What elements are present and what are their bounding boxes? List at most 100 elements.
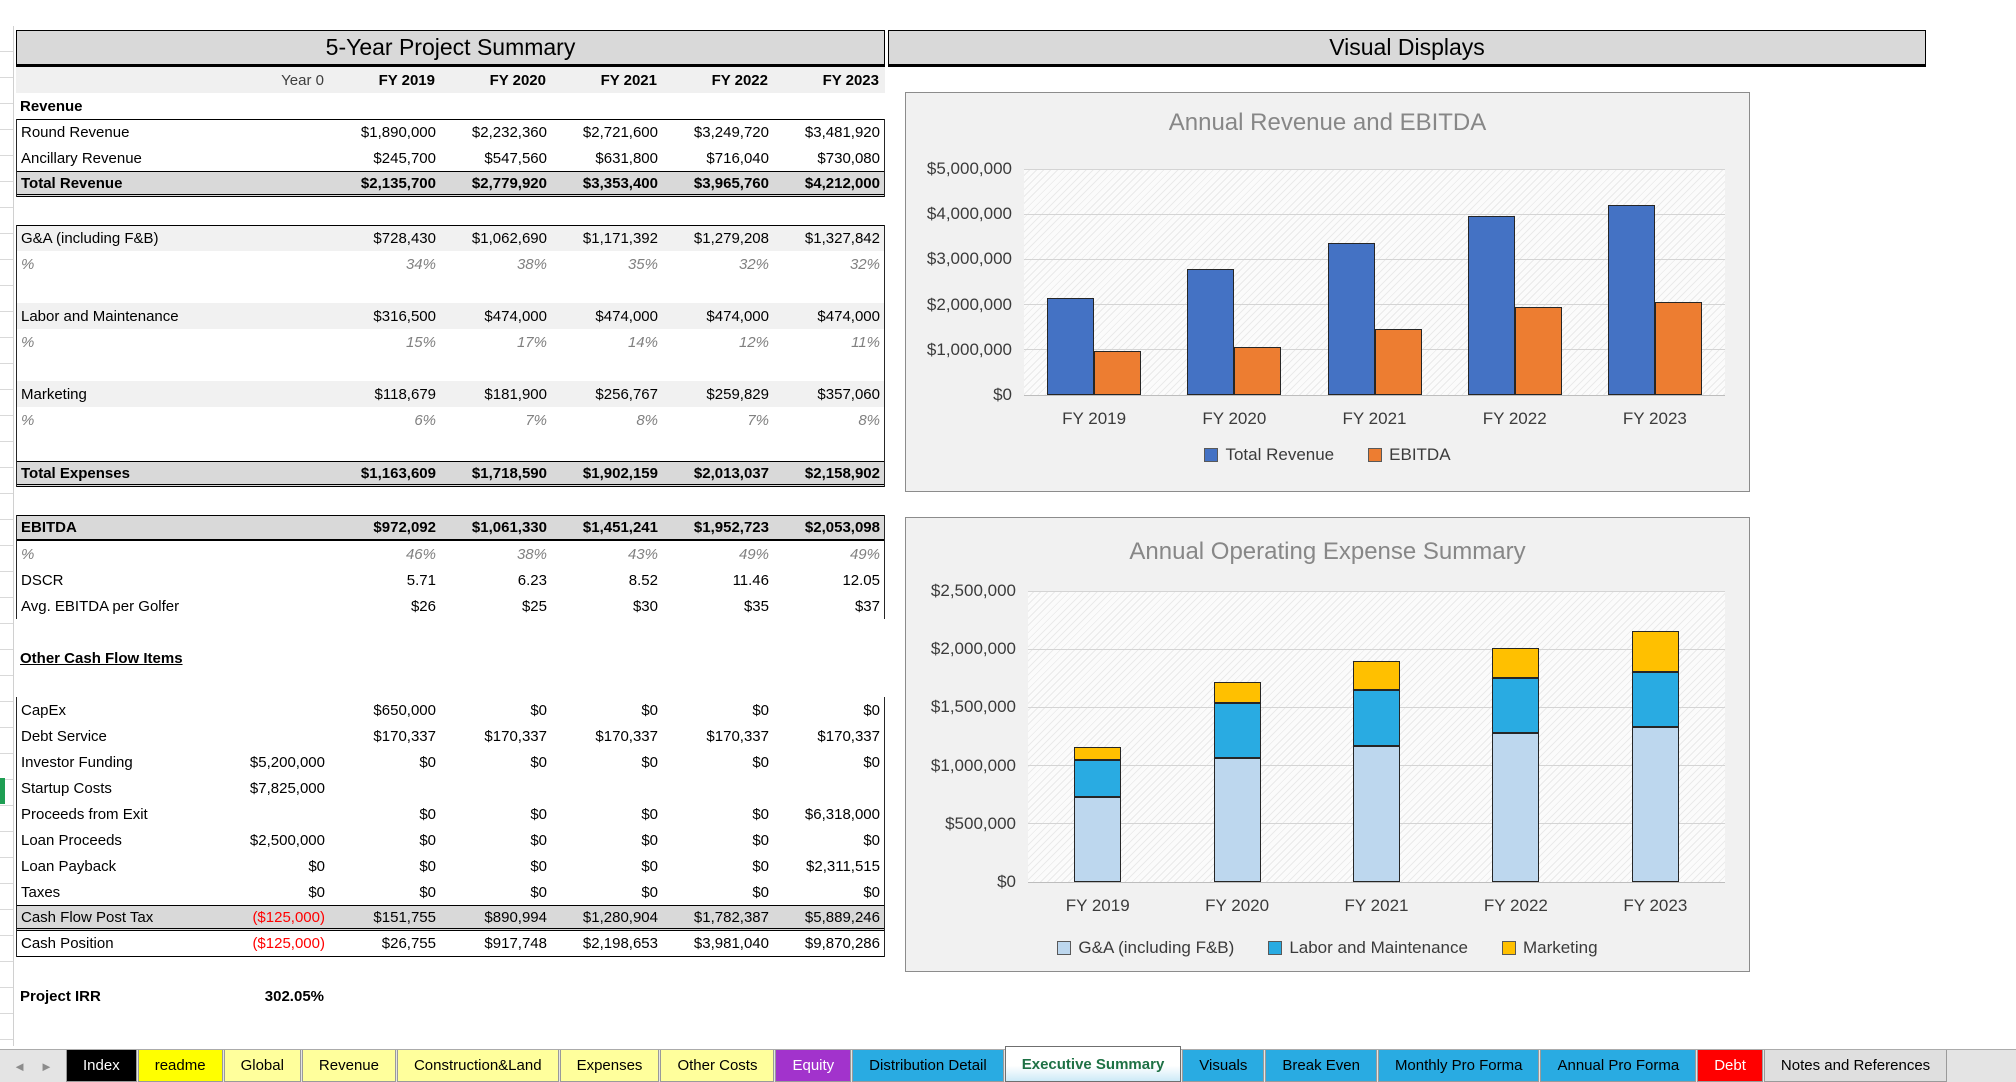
chart-bar-segment	[1074, 746, 1122, 761]
cell: $2,232,360	[471, 124, 547, 141]
cell: $1,890,000	[360, 124, 436, 141]
cell: $0	[641, 805, 658, 823]
cell: %	[21, 333, 35, 351]
cell: Startup Costs	[21, 779, 112, 797]
sheet-tab-equity[interactable]: Equity	[775, 1050, 852, 1082]
cell: $2,311,515	[806, 857, 880, 875]
table-row: Project IRR 302.05%	[16, 983, 885, 1009]
cell: $2,779,920	[471, 174, 547, 192]
cell: Proceeds from Exit	[21, 805, 148, 823]
table-row: DSCR 5.71 6.23 8.52 11.46 12.05	[17, 567, 884, 593]
cell: $245,700	[373, 149, 436, 167]
spacer-row	[16, 671, 885, 697]
y-axis-tick-label: $4,000,000	[926, 204, 1012, 224]
chart-bar-segment	[1631, 727, 1679, 882]
sheet-tab-other-costs[interactable]: Other Costs	[660, 1050, 775, 1082]
legend-item: Marketing	[1501, 938, 1598, 958]
x-axis-tick-label: FY 2022	[1482, 409, 1547, 428]
chart-legend: Total Revenue EBITDA	[906, 445, 1749, 465]
table-row: Avg. EBITDA per Golfer $26 $25 $30 $35 $37	[17, 593, 884, 619]
spacer-row	[17, 277, 884, 303]
cell: $25	[521, 597, 547, 615]
table-row: Cash Flow Post Tax ($125,000) $151,755 $890…	[17, 905, 884, 931]
sheet-tab-notes-and-references[interactable]: Notes and References	[1763, 1050, 1948, 1082]
cell: Investor Funding	[21, 753, 133, 771]
cell: ($125,000)	[252, 908, 325, 926]
chart-bar	[1094, 351, 1142, 395]
sheet-tab-visuals[interactable]: Visuals	[1182, 1050, 1265, 1082]
cell: 38%	[516, 545, 547, 563]
cell: CapEx	[21, 701, 67, 719]
cell: 11%	[851, 333, 880, 351]
cell: Year 0	[281, 71, 324, 89]
sheet-tab-readme[interactable]: readme	[137, 1050, 223, 1082]
x-axis-tick-label: FY 2020	[1205, 896, 1270, 915]
sheet-tab-global[interactable]: Global	[223, 1050, 301, 1082]
sheet-tab-debt[interactable]: Debt	[1697, 1050, 1763, 1082]
cell: 7%	[525, 411, 547, 429]
cell: $0	[641, 753, 658, 771]
cell: $1,171,392	[582, 230, 658, 247]
table-row: G&A (including F&B) $728,430 $1,062,690 $1,…	[17, 225, 884, 251]
sheet-tab-break-even[interactable]: Break Even	[1265, 1050, 1377, 1082]
cell: 11.46	[732, 571, 769, 589]
cell: $35	[743, 597, 769, 615]
table-row: Labor and Maintenance $316,500 $474,000 $47…	[17, 303, 884, 329]
chart-bar	[1047, 298, 1095, 395]
legend-marker-icon	[1368, 448, 1383, 462]
cell: 12%	[738, 333, 769, 351]
cell: $2,135,700	[360, 174, 436, 192]
chart-title: Annual Operating Expense Summary	[1129, 538, 1526, 565]
sheet-tab-monthly-pro-forma[interactable]: Monthly Pro Forma	[1377, 1050, 1540, 1082]
cell: 32%	[738, 255, 769, 273]
cell: 34%	[405, 255, 436, 273]
cell: 302.05%	[264, 987, 324, 1005]
cell: 38%	[516, 255, 547, 273]
sheet-tab-executive-summary[interactable]: Executive Summary	[1004, 1046, 1182, 1082]
cell: Loan Payback	[21, 857, 117, 875]
table-row: Cash Position ($125,000) $26,755 $917,748 $2…	[17, 931, 884, 957]
tab-scroll-right-icon[interactable]: ►	[40, 1058, 53, 1074]
legend-label: Labor and Maintenance	[1289, 938, 1468, 957]
chart-bar	[1187, 269, 1235, 395]
cell: $30	[632, 597, 658, 615]
plot-area	[1028, 590, 1725, 883]
cell: $3,249,720	[693, 124, 769, 141]
legend-marker-icon	[1268, 941, 1283, 955]
chart-bar-segment	[1631, 630, 1679, 673]
cell: $3,353,400	[582, 174, 658, 192]
cell: $0	[530, 753, 547, 771]
cell: $0	[752, 753, 769, 771]
sheet-tab-construction-land[interactable]: Construction&Land	[396, 1050, 559, 1082]
cell: $7,825,000	[249, 779, 325, 797]
cell: $26	[410, 597, 436, 615]
operating-expense-chart: Annual Operating Expense Summary $0 $500,0…	[905, 517, 1750, 972]
table-row: Total Expenses $1,163,609 $1,718,590 $1,902…	[17, 461, 884, 487]
cell: $0	[419, 883, 436, 901]
table-row: Revenue	[16, 93, 885, 119]
spacer-row	[16, 619, 885, 645]
chart-title: Annual Revenue and EBITDA	[1168, 109, 1487, 136]
sheet-tabs: Index readme Global Revenue Construction&Lan…	[66, 1046, 1948, 1082]
sheet-tab-expenses[interactable]: Expenses	[559, 1050, 660, 1082]
gridline	[1028, 590, 1725, 592]
cell: FY 2019	[378, 71, 435, 89]
visuals-title: Visual Displays	[888, 30, 1926, 67]
cell: G&A (including F&B)	[21, 230, 159, 247]
sheet-tab-index[interactable]: Index	[66, 1050, 137, 1082]
cell: 6.23	[517, 571, 547, 589]
cell: $0	[419, 831, 436, 849]
cell: $631,800	[595, 149, 658, 167]
cell: Revenue	[20, 97, 83, 115]
spacer-row	[16, 957, 885, 983]
tab-scroll-left-icon[interactable]: ◄	[13, 1058, 26, 1074]
sheet-tab-revenue[interactable]: Revenue	[301, 1050, 396, 1082]
sheet-tab-distribution-detail[interactable]: Distribution Detail	[852, 1050, 1004, 1082]
chart-bar	[1467, 215, 1515, 395]
chart-bar	[1654, 302, 1702, 395]
cell: $0	[863, 883, 880, 901]
cell: 8%	[636, 411, 658, 429]
cell: $170,337	[595, 727, 658, 745]
sheet-tab-annual-pro-forma[interactable]: Annual Pro Forma	[1540, 1050, 1697, 1082]
revenue-ebitda-chart: Annual Revenue and EBITDA $0 $1,000,000 $2,…	[905, 92, 1750, 492]
